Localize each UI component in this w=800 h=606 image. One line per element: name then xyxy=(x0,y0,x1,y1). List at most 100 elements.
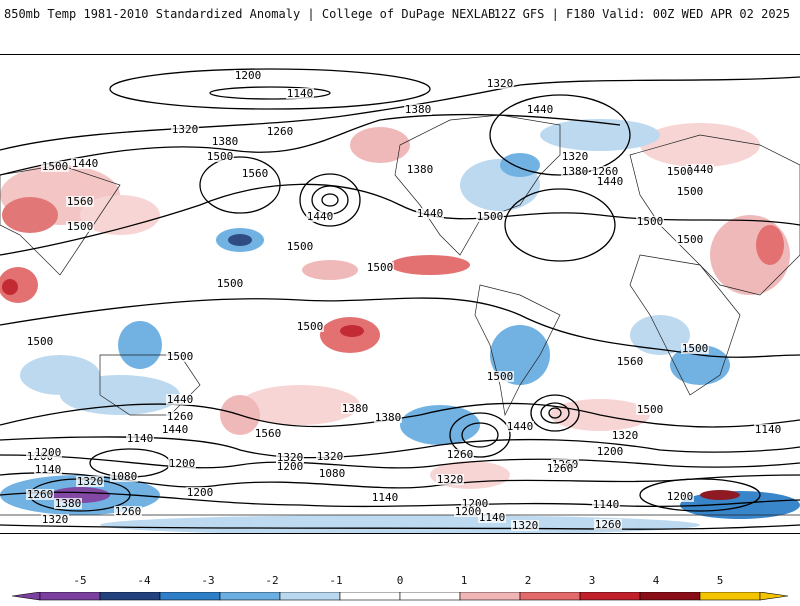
colorbar-segment xyxy=(99,592,161,601)
contour-label: 1380 xyxy=(405,103,432,116)
colorbar-tick-label: 2 xyxy=(524,574,532,587)
contour-label: 1200 xyxy=(169,457,196,470)
contour-label: 1380 xyxy=(212,135,239,148)
colorbar-tick-label: 0 xyxy=(396,574,404,587)
contour-label: 1380 xyxy=(55,497,82,510)
contour-label: 1500 xyxy=(42,160,69,173)
contour-label: 1320 xyxy=(612,429,639,442)
contour-label: 1500 xyxy=(667,165,694,178)
contour-label: 1260 xyxy=(167,410,194,423)
colorbar-segment xyxy=(579,592,641,601)
contour-label: 1380 xyxy=(342,402,369,415)
colorbar-segment xyxy=(639,592,701,601)
colorbar-segment xyxy=(459,592,521,601)
contour-label: 1440 xyxy=(417,207,444,220)
colorbar-tick-label: 3 xyxy=(588,574,596,587)
contour-label: 1260 xyxy=(592,165,619,178)
contour-label: 1440 xyxy=(307,210,334,223)
contour-label: 1140 xyxy=(755,423,782,436)
contour-label: 1440 xyxy=(72,157,99,170)
contour-label: 1500 xyxy=(217,277,244,290)
colorbar-legend: -5 -4 -3 -2 -1 0 1 2 3 4 5 xyxy=(0,568,800,601)
contour-label: 1500 xyxy=(637,215,664,228)
colorbar-max-arrow xyxy=(759,592,789,601)
contour-label: 1260 xyxy=(447,448,474,461)
colorbar-tick-label: -4 xyxy=(137,574,151,587)
map-title: 850mb Temp 1981-2010 Standardized Anomal… xyxy=(4,7,496,21)
colorbar-svg xyxy=(11,592,789,601)
contour-label: 1200 xyxy=(667,490,694,503)
contour-label: 1440 xyxy=(507,420,534,433)
contour-label: 1260 xyxy=(547,462,574,475)
contour-label: 1260 xyxy=(115,505,142,518)
colorbar-segment xyxy=(699,592,761,601)
contour-label: 1140 xyxy=(372,491,399,504)
contour-label: 1200 xyxy=(187,486,214,499)
contour-label: 1140 xyxy=(35,463,62,476)
colorbar-tick-label: 1 xyxy=(460,574,468,587)
colorbar-tick-label: -5 xyxy=(73,574,87,587)
colorbar-segment xyxy=(219,592,281,601)
contour-label: 1320 xyxy=(512,519,539,532)
contour-label: 1200 xyxy=(235,69,262,82)
contour-label: 1200 xyxy=(35,446,62,459)
contour-label: 1140 xyxy=(127,432,154,445)
anomaly-map: 1200 1140 1320 1380 1440 1320 1260 1380 1500 1560… xyxy=(0,54,800,534)
colorbar-tick-label: 5 xyxy=(716,574,724,587)
colorbar-tick-label: 4 xyxy=(652,574,660,587)
contour-label: 1440 xyxy=(527,103,554,116)
contour-label: 1320 xyxy=(317,450,344,463)
contour-label: 1500 xyxy=(637,403,664,416)
contour-label: 1380 xyxy=(407,163,434,176)
contour-label: 1500 xyxy=(297,320,324,333)
contour-label: 1140 xyxy=(479,511,506,524)
contour-label: 1500 xyxy=(167,350,194,363)
contour-label: 1500 xyxy=(677,233,704,246)
contour-label: 1080 xyxy=(319,467,346,480)
contour-label: 1440 xyxy=(597,175,624,188)
contour-label: 1500 xyxy=(27,335,54,348)
contour-label: 1260 xyxy=(595,518,622,531)
contour-label: 1320 xyxy=(437,473,464,486)
contour-label: 1500 xyxy=(477,210,504,223)
contour-label: 1500 xyxy=(682,342,709,355)
colorbar-tick-label: -1 xyxy=(329,574,343,587)
contour-label: 1320 xyxy=(42,513,69,526)
contour-label: 1200 xyxy=(277,460,304,473)
contour-label: 1500 xyxy=(487,370,514,383)
contour-label: 1320 xyxy=(172,123,199,136)
contour-label: 1500 xyxy=(287,240,314,253)
contour-label: 1440 xyxy=(167,393,194,406)
contour-label: 1320 xyxy=(77,475,104,488)
contour-label: 1560 xyxy=(242,167,269,180)
contour-label: 1320 xyxy=(487,77,514,90)
contour-label: 1200 xyxy=(455,505,482,518)
contour-label: 1320 xyxy=(277,451,304,464)
colorbar-tick-label: -3 xyxy=(201,574,215,587)
map-header: 850mb Temp 1981-2010 Standardized Anomal… xyxy=(0,0,800,30)
contour-label: 1260 xyxy=(27,488,54,501)
contour-label: 1080 xyxy=(111,470,138,483)
colorbar-segment xyxy=(279,592,341,601)
colorbar-segment xyxy=(399,592,461,601)
contour-label: 1140 xyxy=(593,498,620,511)
contour-label: 1380 xyxy=(375,411,402,424)
contour-label: 1500 xyxy=(67,220,94,233)
colorbar-segment xyxy=(39,592,101,601)
model-run-info: 12Z GFS | F180 Valid: 00Z WED APR 02 202… xyxy=(493,7,790,21)
contour-label: 1380 xyxy=(562,165,589,178)
contour-label: 1140 xyxy=(287,87,314,100)
contour-label: 1560 xyxy=(67,195,94,208)
contour-label: 1500 xyxy=(367,261,394,274)
colorbar-min-arrow xyxy=(11,592,41,601)
colorbar-tick-label: -2 xyxy=(265,574,279,587)
contour-label: 1440 xyxy=(162,423,189,436)
contour-label: 1320 xyxy=(562,150,589,163)
colorbar-segment xyxy=(519,592,581,601)
contour-label: 1500 xyxy=(207,150,234,163)
colorbar-segment xyxy=(339,592,401,601)
contour-label: 1560 xyxy=(617,355,644,368)
contour-label: 1260 xyxy=(267,125,294,138)
